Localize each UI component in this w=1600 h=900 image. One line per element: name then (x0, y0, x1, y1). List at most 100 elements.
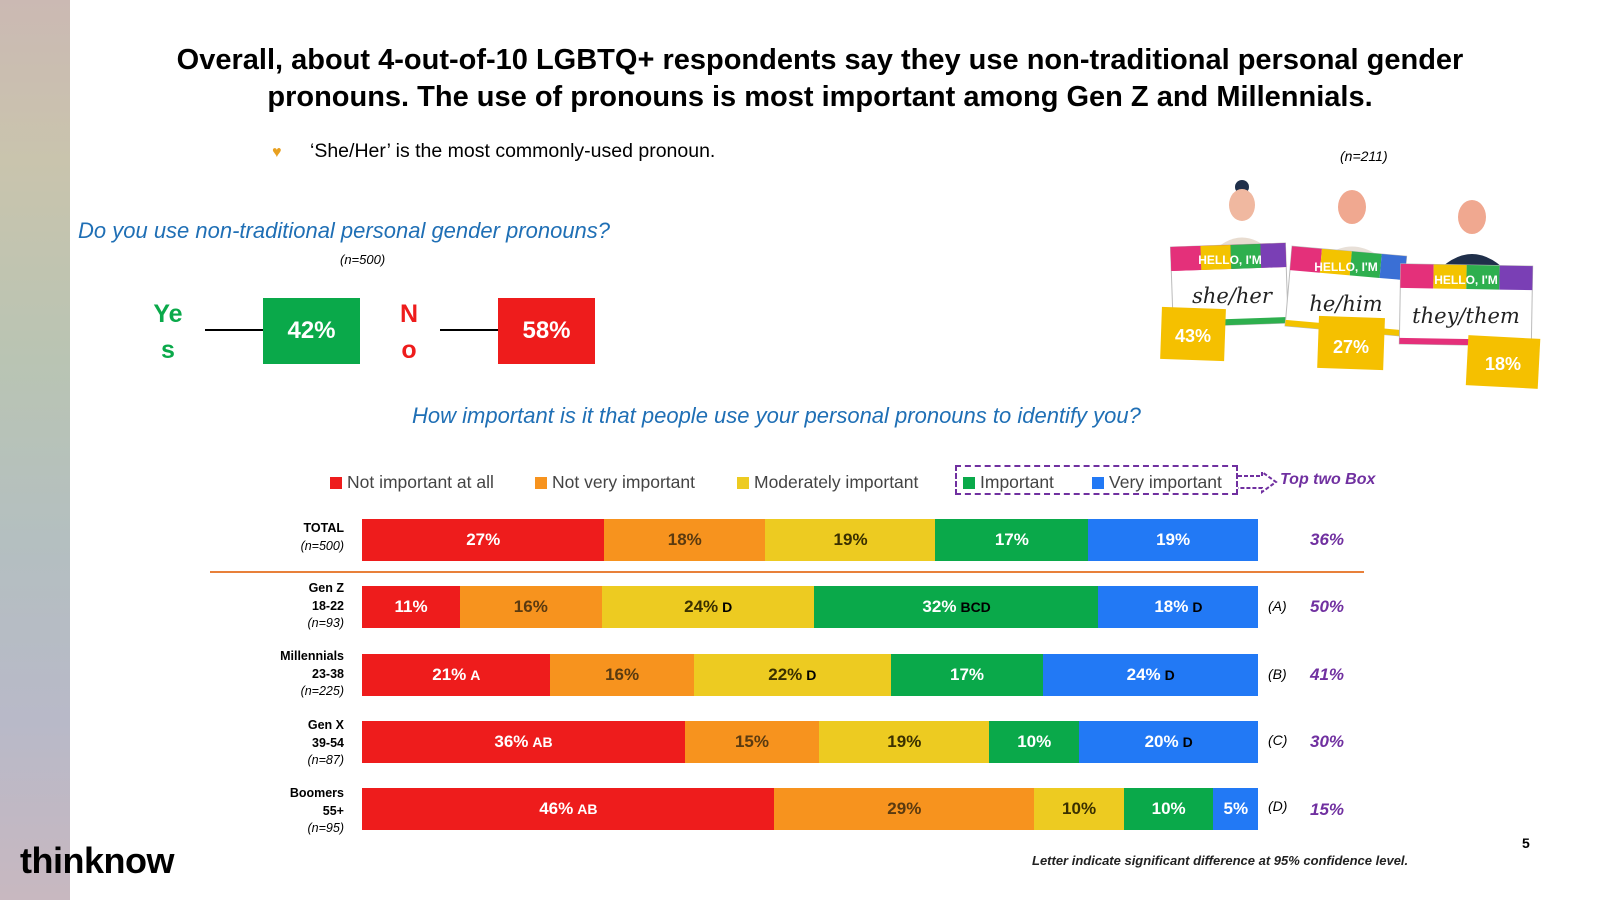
bar-segment-very-important: 24% D (1042, 654, 1259, 696)
bar-segment-moderately-important: 19% (765, 519, 936, 561)
legend-label: Moderately important (754, 472, 919, 492)
bar-value-label: 24% (1126, 665, 1161, 684)
sign-header-1: HELLO, I'M (1198, 253, 1262, 267)
bar-segment-very-important: 18% D (1098, 586, 1259, 628)
legend-label: Important (980, 472, 1054, 492)
significance-letters: D (806, 667, 817, 683)
bar-segment-not-important: 11% (362, 586, 461, 628)
group-letter-gen-x: (C) (1268, 732, 1288, 748)
top-two-box-value-gen-x: 30% (1310, 732, 1345, 751)
bar-segment-important: 17% (890, 654, 1044, 696)
top-two-box-value-total: 36% (1310, 530, 1345, 549)
bar-value-label: 16% (513, 597, 548, 616)
chart-legend: Not important at all Not very important … (0, 472, 1600, 492)
legend-swatch (963, 476, 975, 489)
bar-value-label: 36% (494, 732, 529, 751)
legend-item-moderately-important: Moderately important (737, 472, 918, 493)
significance-letters: A (470, 667, 481, 683)
top-two-box-outline (955, 465, 1238, 495)
legend-swatch (535, 476, 547, 489)
bar-segment-moderately-important: 22% D (693, 654, 892, 696)
stacked-bar-gen-x: 36% AB 15% 19% 10% 20% D (362, 721, 1259, 763)
bullet-text: ‘She/Her’ is the most commonly-used pron… (310, 140, 716, 162)
bar-value-label: 17% (994, 530, 1029, 549)
bar-segment-moderately-important: 19% (818, 721, 990, 763)
top-two-box-arrow-icon (1238, 470, 1278, 494)
pronoun-she-her: she/her (1192, 284, 1274, 308)
bar-segment-moderately-important: 10% (1034, 788, 1125, 830)
bar-value-label: 5% (1223, 799, 1249, 818)
bar-segment-not-very-important: 18% (603, 519, 766, 561)
top-two-box-value-gen-z: 50% (1310, 597, 1345, 616)
top-two-box-value-millennials: 41% (1310, 665, 1345, 684)
row-label-millennials: Millennials 23-38 (n=225) (220, 648, 344, 701)
bar-segment-not-important: 27% (362, 519, 605, 561)
significance-letters: D (1192, 599, 1203, 615)
significance-letters: AB (577, 801, 598, 817)
bar-value-label: 10% (1062, 799, 1097, 818)
legend-item-important: Important (963, 472, 1054, 493)
bar-segment-not-very-important: 16% (550, 654, 695, 696)
bar-segment-not-very-important: 16% (459, 586, 603, 628)
legend-swatch (737, 476, 749, 489)
significance-letters: D (722, 599, 733, 615)
rainbow-heart-icon: ♥ (272, 144, 282, 161)
bar-value-label: 18% (1154, 597, 1189, 616)
pronoun-figures-svg: HELLO, I'M HELLO, I'M HELLO, I'M she/her… (1160, 180, 1541, 389)
bar-segment-important: 32% BCD (814, 586, 1099, 628)
bar-value-label: 19% (1156, 530, 1191, 549)
legend-label: Not important at all (347, 472, 494, 492)
top-two-box-label: Top two Box (1280, 471, 1376, 488)
pronoun-value-they-them: 18% (1485, 354, 1521, 374)
total-separator-line (210, 571, 1364, 573)
pronoun-sample-size: (n=211) (1340, 148, 1388, 164)
bar-value-label: 17% (950, 665, 985, 684)
bar-value-label: 27% (466, 530, 501, 549)
legend-item-very-important: Very important (1092, 472, 1222, 493)
legend-item-not-very-important: Not very important (535, 472, 695, 493)
top-two-box-value-boomers: 15% (1310, 800, 1345, 819)
bar-segment-not-important: 46% AB (362, 788, 775, 830)
sign-header-2: HELLO, I'M (1314, 260, 1378, 274)
group-letter-boomers: (D) (1268, 798, 1288, 814)
bar-value-label: 24% (684, 597, 719, 616)
bar-value-label: 21% (432, 665, 467, 684)
row-label-gen-z: Gen Z 18-22 (n=93) (220, 580, 344, 633)
pronoun-value-she-her: 43% (1175, 326, 1211, 346)
row-name: Millennials (280, 649, 344, 663)
legend-swatch (1092, 476, 1104, 489)
bar-value-label: 32% (922, 597, 957, 616)
bar-segment-not-important: 36% AB (362, 721, 686, 763)
thinknow-logo: thinknow (20, 840, 174, 881)
row-name: Gen X (307, 718, 344, 732)
pronoun-he-him: he/him (1309, 292, 1382, 316)
bar-segment-important: 10% (989, 721, 1080, 763)
pronoun-value-he-him: 27% (1333, 337, 1369, 357)
yes-label: Yes (153, 300, 183, 364)
legend-item-not-important: Not important at all (330, 472, 494, 493)
row-sample-size: (n=87) (307, 753, 344, 767)
legend-label: Very important (1109, 472, 1222, 492)
bar-value-label: 46% (539, 799, 574, 818)
no-label: No (399, 300, 419, 364)
bullet-point: ♥ ‘She/Her’ is the most commonly-used pro… (272, 140, 715, 163)
bar-segment-very-important: 19% (1087, 519, 1259, 561)
row-sample-size: (n=225) (300, 684, 344, 698)
bar-value-label: 29% (887, 799, 922, 818)
slide-title: Overall, about 4-out-of-10 LGBTQ+ respon… (176, 44, 1464, 113)
bar-value-label: 15% (734, 732, 769, 751)
row-name: Gen Z (308, 581, 344, 595)
bar-segment-moderately-important: 24% D (601, 586, 815, 628)
bar-value-label: 19% (887, 732, 922, 751)
yes-value-box: 42% (263, 298, 360, 364)
row-sample-size: (n=95) (307, 821, 344, 835)
sign-header-3: HELLO, I'M (1434, 273, 1498, 287)
row-name: Boomers (289, 786, 344, 800)
row-sample-size: (n=93) (307, 616, 344, 630)
stacked-bar-gen-z: 11% 16% 24% D 32% BCD 18% D (362, 586, 1259, 628)
pronoun-they-them: they/them (1412, 304, 1520, 328)
pronoun-illustration: HELLO, I'M HELLO, I'M HELLO, I'M she/her… (1160, 165, 1550, 395)
row-label-gen-x: Gen X 39-54 (n=87) (220, 717, 344, 770)
group-letter-millennials: (B) (1268, 666, 1287, 682)
stacked-bar-millennials: 21% A 16% 22% D 17% 24% D (362, 654, 1259, 696)
